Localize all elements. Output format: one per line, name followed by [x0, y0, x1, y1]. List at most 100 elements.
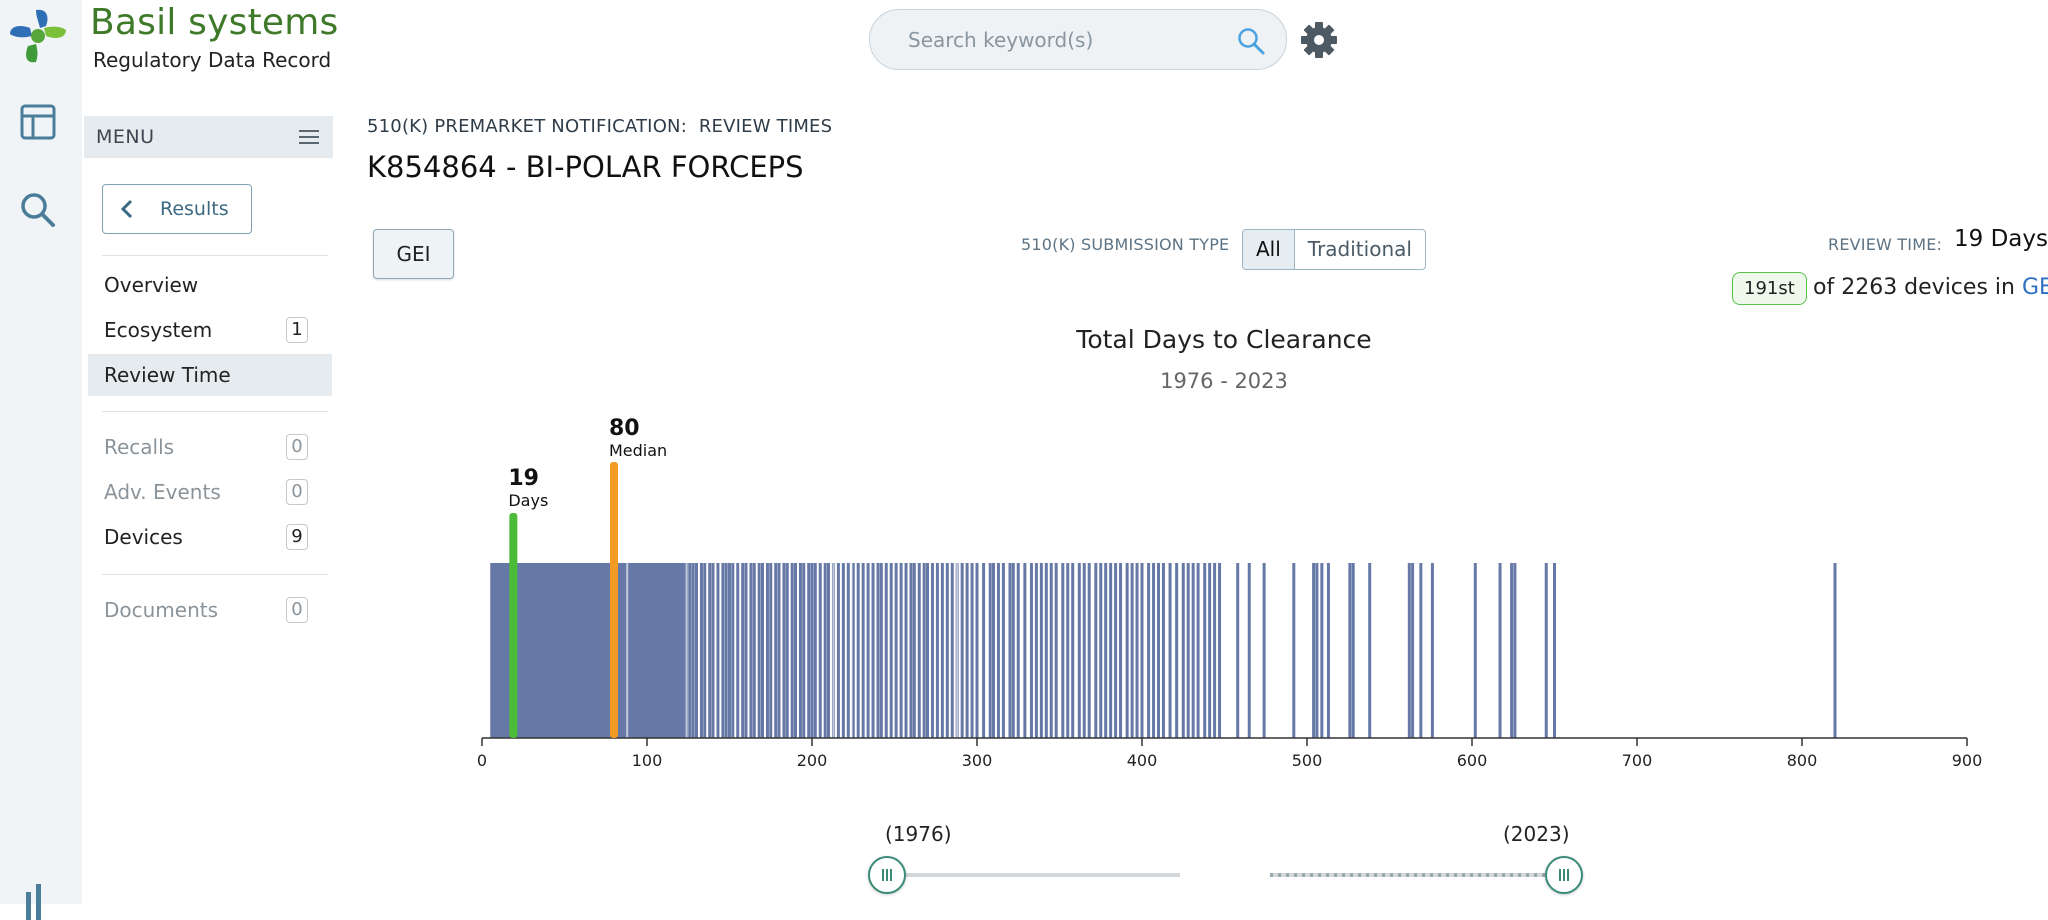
bar: [703, 563, 707, 738]
review-time-label: REVIEW TIME:: [1828, 235, 1943, 254]
bar: [960, 563, 964, 738]
search-input[interactable]: [908, 24, 1208, 56]
gei-link[interactable]: GEI: [2021, 275, 2048, 300]
bar: [992, 563, 995, 738]
bar-gap: [626, 563, 629, 738]
bar: [856, 563, 860, 738]
count-badge: 0: [286, 434, 308, 460]
bar: [688, 563, 692, 738]
bar: [1087, 563, 1091, 738]
x-tick-label: 0: [477, 751, 487, 770]
bar: [744, 563, 748, 738]
table-icon[interactable]: [18, 102, 58, 142]
submission-type-all[interactable]: All: [1243, 230, 1295, 269]
bar: [1247, 563, 1251, 738]
bar: [909, 563, 913, 738]
bar: [1292, 563, 1296, 738]
sidebar-item-devices[interactable]: Devices 9: [88, 516, 332, 558]
bar: [1077, 563, 1081, 738]
bar: [1140, 563, 1144, 738]
bar: [1186, 563, 1190, 738]
device-marker-value: 19: [508, 466, 539, 491]
bar: [1430, 563, 1434, 738]
bar: [749, 563, 753, 738]
bar: [1510, 563, 1514, 738]
sidebar-item-label: Overview: [104, 273, 199, 297]
search-icon[interactable]: [18, 190, 58, 230]
search-icon[interactable]: [1236, 26, 1266, 56]
slider-track-right: [1270, 873, 1560, 877]
bar: [1104, 563, 1108, 738]
sidebar-item-label: Adv. Events: [104, 480, 221, 504]
chevron-left-icon: [120, 199, 133, 219]
bar: [1326, 563, 1330, 738]
bar: [1008, 563, 1012, 738]
bar: [975, 563, 979, 738]
sidebar-item-adv-events[interactable]: Adv. Events 0: [88, 471, 332, 513]
bar: [871, 563, 875, 738]
bar: [827, 563, 830, 738]
gei-button[interactable]: GEI: [373, 229, 454, 279]
bar-gap: [685, 563, 688, 738]
bar-dense-block: [490, 563, 689, 738]
rank-text: of 2263 devices in GEI: [1813, 275, 2048, 300]
bar: [950, 563, 954, 738]
bar: [782, 563, 786, 738]
bar: [899, 563, 903, 738]
bar: [1054, 563, 1058, 738]
bar: [988, 563, 992, 738]
basil-logo-icon[interactable]: [6, 6, 70, 66]
bar: [1039, 563, 1043, 738]
bar: [724, 563, 728, 738]
bar: [798, 563, 802, 738]
sidebar-item-overview[interactable]: Overview: [88, 264, 332, 306]
bar: [761, 563, 764, 738]
bar-gap: [956, 563, 959, 738]
hamburger-icon[interactable]: [299, 130, 319, 144]
bar: [731, 563, 735, 738]
bar: [810, 563, 814, 738]
submission-type-traditional[interactable]: Traditional: [1307, 237, 1412, 261]
median-marker: [610, 462, 618, 738]
rank-description: of 2263 devices in: [1813, 275, 2015, 300]
bar: [846, 563, 850, 738]
sidebar-item-recalls[interactable]: Recalls 0: [88, 426, 332, 468]
bar: [728, 563, 731, 738]
bar: [774, 563, 778, 738]
sidebar-item-ecosystem[interactable]: Ecosystem 1: [88, 309, 332, 351]
slider-start-handle[interactable]: [868, 856, 906, 894]
bar: [926, 563, 929, 738]
slider-end-handle[interactable]: [1545, 856, 1583, 894]
icon-rail: [0, 0, 82, 920]
bar: [708, 563, 712, 738]
bar: [1011, 563, 1015, 738]
sidebar-item-label: Documents: [104, 598, 219, 622]
menu-label: MENU: [96, 126, 155, 148]
bar: [904, 563, 908, 738]
bar: [752, 563, 756, 738]
median-marker-label: Median: [609, 441, 667, 460]
slider-end-year: (2023): [1503, 822, 1570, 846]
bar: [965, 563, 969, 738]
results-back-button[interactable]: Results: [102, 184, 252, 234]
bar: [1130, 563, 1134, 738]
search-box[interactable]: [869, 9, 1287, 70]
bar: [1191, 563, 1195, 738]
bar: [1213, 563, 1217, 738]
sidebar-item-review-time[interactable]: Review Time: [88, 354, 332, 396]
bar: [695, 563, 698, 738]
sidebar-item-label: Devices: [104, 525, 183, 549]
bar: [1071, 563, 1075, 738]
bar: [823, 563, 827, 738]
divider: [102, 411, 328, 412]
bar: [894, 563, 898, 738]
bar: [889, 563, 893, 738]
median-marker-value: 80: [609, 416, 640, 441]
bar: [1125, 563, 1129, 738]
gear-icon[interactable]: [1299, 20, 1339, 60]
sidebar-item-documents[interactable]: Documents 0: [88, 589, 332, 631]
bar: [1411, 563, 1415, 738]
bar: [1196, 563, 1200, 738]
bar: [1082, 563, 1086, 738]
bar: [1094, 563, 1098, 738]
